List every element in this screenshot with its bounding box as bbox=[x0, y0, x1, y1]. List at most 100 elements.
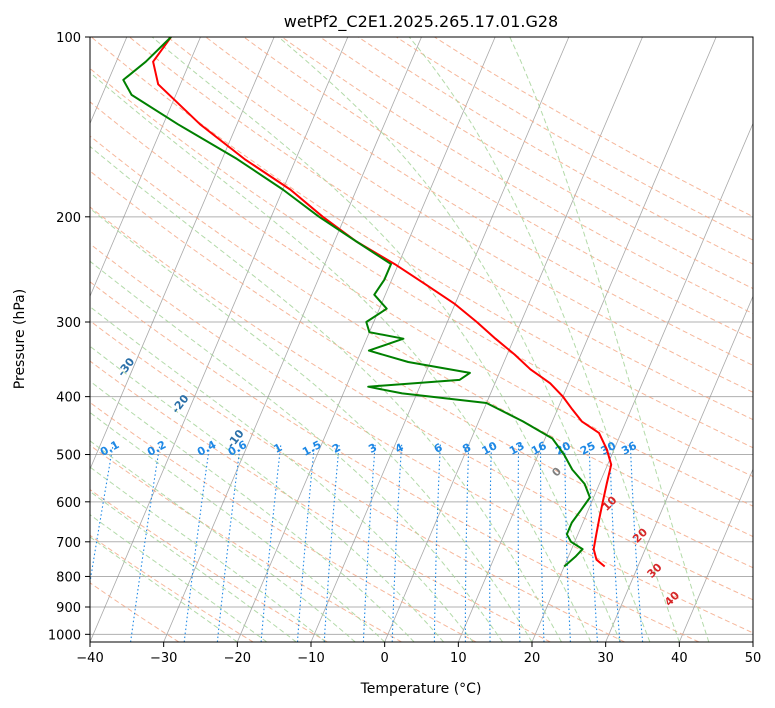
dry-adiabat-line bbox=[90, 243, 753, 634]
moist-adiabat-line bbox=[90, 306, 474, 642]
moist-adiabat-line bbox=[278, 37, 651, 642]
mixing-ratio-line bbox=[629, 443, 644, 642]
mixing-ratio-label: 13 bbox=[507, 439, 527, 458]
x-tick-label: 0 bbox=[381, 651, 389, 666]
y-tick-label: 300 bbox=[56, 316, 81, 331]
y-axis-ticks: 100 200 300 400 500 600 700 800 900 1000 bbox=[48, 31, 90, 643]
dry-adiabat-line bbox=[129, 37, 753, 421]
dry-adiabat-line bbox=[90, 401, 477, 642]
x-tick-label: −20 bbox=[224, 651, 251, 666]
y-tick-label: 200 bbox=[56, 211, 81, 226]
isobar-lines bbox=[90, 37, 753, 635]
dry-adiabat-lines bbox=[90, 37, 753, 642]
x-tick-label: 50 bbox=[745, 651, 762, 666]
dry-adiabat-line bbox=[396, 37, 753, 241]
axes-frame bbox=[89, 36, 754, 643]
mixing-ratio-label: 10 bbox=[480, 439, 500, 458]
moist-adiabat-line bbox=[90, 145, 562, 642]
mixing-ratio-line bbox=[609, 443, 621, 642]
y-tick-label: 400 bbox=[56, 391, 81, 406]
isotherm-line bbox=[236, 37, 496, 642]
dry-adiabat-line bbox=[90, 534, 254, 642]
dry-adiabat-line bbox=[90, 37, 753, 449]
dry-adiabat-line bbox=[281, 37, 753, 315]
dry-adiabat-line bbox=[90, 206, 753, 601]
isotherm-lines bbox=[90, 37, 753, 642]
mixing-ratio-label: 36 bbox=[619, 439, 639, 458]
x-tick-label: 20 bbox=[524, 651, 541, 666]
moist-adiabat-lines bbox=[90, 37, 710, 642]
mixing-ratio-line bbox=[362, 443, 376, 642]
moist-adiabat-line bbox=[408, 37, 680, 642]
isotherm-line bbox=[384, 37, 643, 642]
plot-area: 0.10.20.40.611.52346810131620253036-100-… bbox=[90, 37, 753, 642]
y-tick-label: 100 bbox=[56, 31, 81, 46]
mixing-ratio-line bbox=[130, 443, 161, 642]
mixing-ratio-line bbox=[564, 443, 571, 642]
moist-adiabat-line bbox=[90, 345, 444, 642]
moist-adiabat-line bbox=[90, 536, 238, 642]
isotherm-line bbox=[90, 37, 201, 298]
mixing-ratio-label: 20 bbox=[553, 439, 573, 458]
moist-adiabat-line bbox=[90, 411, 386, 642]
isotherm-line bbox=[310, 37, 570, 642]
x-axis-label: Temperature (°C) bbox=[360, 681, 482, 697]
y-axis-label: Pressure (hPa) bbox=[12, 289, 28, 389]
x-tick-label: 30 bbox=[597, 651, 614, 666]
sounding-series bbox=[122, 37, 613, 568]
temperature-line bbox=[152, 37, 613, 568]
dry-adiabat-line bbox=[90, 320, 625, 642]
x-tick-label: −10 bbox=[297, 651, 324, 666]
x-axis-ticks: −40 −30 −20 −10 0 10 20 30 40 50 bbox=[76, 642, 761, 666]
mixing-ratio-label: 16 bbox=[529, 439, 549, 458]
moist-adiabat-line bbox=[90, 207, 533, 642]
y-tick-label: 900 bbox=[56, 601, 81, 616]
mixing-ratio-line bbox=[216, 443, 241, 642]
moist-adiabat-line bbox=[151, 37, 621, 642]
moist-adiabat-line bbox=[90, 466, 327, 642]
mixing-ratio-line bbox=[517, 443, 521, 642]
mixing-ratio-lines bbox=[90, 443, 644, 642]
x-tick-label: 10 bbox=[450, 651, 467, 666]
dry-adiabat-line bbox=[90, 170, 753, 569]
moist-adiabat-line bbox=[90, 260, 503, 642]
moist-adiabat-line bbox=[90, 440, 356, 642]
dry-adiabat-line bbox=[357, 37, 753, 265]
mixing-ratio-line bbox=[489, 443, 492, 642]
mixing-ratio-line bbox=[588, 443, 598, 642]
dry-adiabat-line bbox=[90, 101, 753, 507]
mixing-ratio-line bbox=[296, 443, 316, 642]
moist-adiabat-line bbox=[509, 37, 710, 642]
isotherm-line bbox=[90, 37, 275, 471]
dry-adiabat-line bbox=[243, 37, 753, 340]
y-tick-label: 800 bbox=[56, 570, 81, 585]
x-tick-label: −30 bbox=[150, 651, 177, 666]
dry-adiabat-line bbox=[90, 281, 700, 642]
dewpoint-line bbox=[122, 37, 591, 568]
moist-adiabat-line bbox=[90, 380, 415, 642]
mixing-ratio-label: 25 bbox=[578, 439, 598, 458]
mixing-ratio-line bbox=[540, 443, 545, 642]
mixing-ratio-line bbox=[433, 443, 441, 642]
chart-title: wetPf2_C2E1.2025.265.17.01.G28 bbox=[284, 12, 558, 32]
y-tick-label: 500 bbox=[56, 449, 81, 464]
mixing-ratio-line bbox=[323, 443, 340, 642]
mixing-ratio-line bbox=[391, 443, 403, 642]
mixing-ratio-line bbox=[183, 443, 211, 642]
isotherm-line bbox=[457, 37, 717, 642]
dry-adiabat-line bbox=[205, 37, 753, 366]
y-tick-label: 1000 bbox=[48, 628, 81, 643]
y-tick-label: 700 bbox=[56, 536, 81, 551]
dry-adiabat-line bbox=[90, 67, 753, 478]
isotherm-line bbox=[163, 37, 422, 642]
y-tick-label: 600 bbox=[56, 496, 81, 511]
mixing-ratio-line bbox=[260, 443, 282, 642]
mixing-ratio-line bbox=[464, 443, 470, 642]
isotherm-line bbox=[531, 122, 753, 642]
dry-adiabat-line bbox=[90, 360, 551, 642]
x-tick-label: −40 bbox=[76, 651, 103, 666]
isotherm-line bbox=[605, 295, 753, 642]
moist-adiabat-line bbox=[90, 71, 592, 642]
x-tick-label: 40 bbox=[671, 651, 688, 666]
